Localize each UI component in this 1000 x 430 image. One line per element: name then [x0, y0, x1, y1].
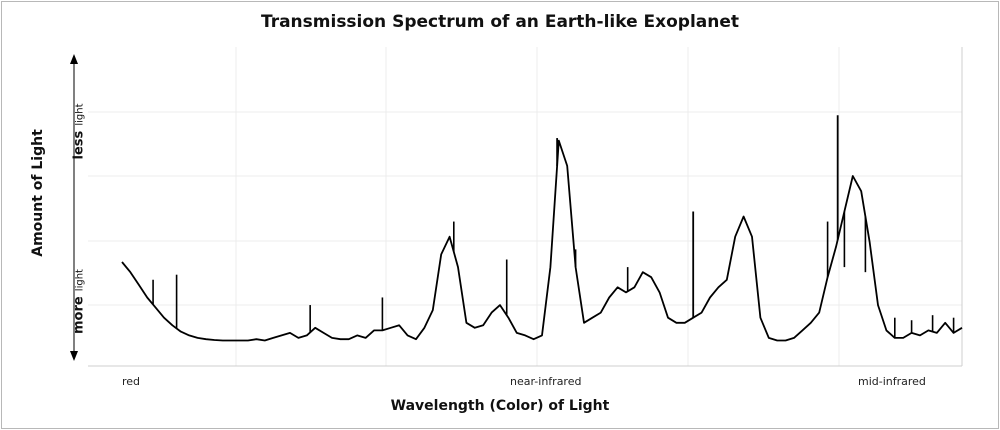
spectrum-spikes: [152, 115, 955, 338]
y-axis-label: Amount of Light: [30, 129, 46, 257]
spectrum-line: [121, 139, 963, 342]
y-direction-arrow: [70, 54, 78, 361]
x-tick-near-infrared: near-infrared: [510, 375, 582, 388]
y-bottom-label-bold: more: [71, 296, 87, 334]
x-tick-mid-infrared: mid-infrared: [858, 375, 926, 388]
x-axis-label: Wavelength (Color) of Light: [390, 398, 610, 414]
chart-grid: [88, 47, 962, 366]
y-axis-label-wrap: Amount of Light: [28, 50, 48, 340]
chart-title: Transmission Spectrum of an Earth-like E…: [260, 12, 740, 32]
y-bottom-label-small: light: [74, 269, 86, 292]
y-top-label-bold: less: [71, 130, 87, 160]
x-tick-red: red: [122, 375, 141, 388]
y-top-label-small: light: [74, 103, 86, 126]
